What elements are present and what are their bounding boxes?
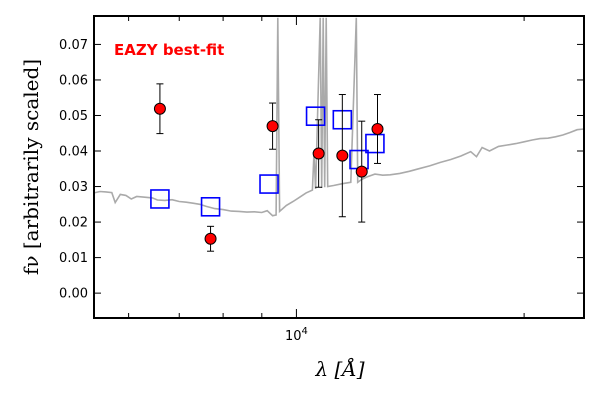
- y-axis-label: fν [arbitrarily scaled]: [19, 59, 43, 275]
- model-square-point: [365, 133, 385, 154]
- model-square-point: [305, 106, 326, 126]
- y-tick-label: 0.04: [59, 145, 88, 160]
- y-tick-label: 0.07: [59, 38, 88, 53]
- model-square-point: [150, 189, 170, 209]
- model-square-point: [200, 196, 221, 217]
- y-tick-label: 0.01: [59, 251, 88, 266]
- plot-area: 0.00 0.01 0.02 0.03 0.04 0.05 0.06 0.07 104: [59, 15, 585, 344]
- y-tick-label: 0.03: [59, 180, 88, 195]
- observed-flux-point: [153, 102, 166, 115]
- observed-flux-point: [371, 122, 384, 135]
- observed-flux-point: [204, 232, 217, 245]
- observed-flux-point: [336, 149, 349, 162]
- observed-flux-point: [312, 147, 325, 160]
- observed-flux-point: [355, 165, 368, 178]
- observed-flux-point: [266, 120, 279, 133]
- y-tick-label: 0.05: [59, 109, 88, 124]
- y-tick-label: 0.02: [59, 216, 88, 231]
- x-tick-label: 104: [285, 326, 308, 344]
- x-axis-label: λ [Å]: [314, 356, 364, 381]
- plot-frame: [93, 15, 585, 319]
- chart-annotation: EAZY best-fit: [114, 41, 224, 59]
- model-square-point: [259, 174, 279, 194]
- y-tick-label: 0.00: [59, 287, 88, 302]
- y-tick-label: 0.06: [59, 73, 88, 88]
